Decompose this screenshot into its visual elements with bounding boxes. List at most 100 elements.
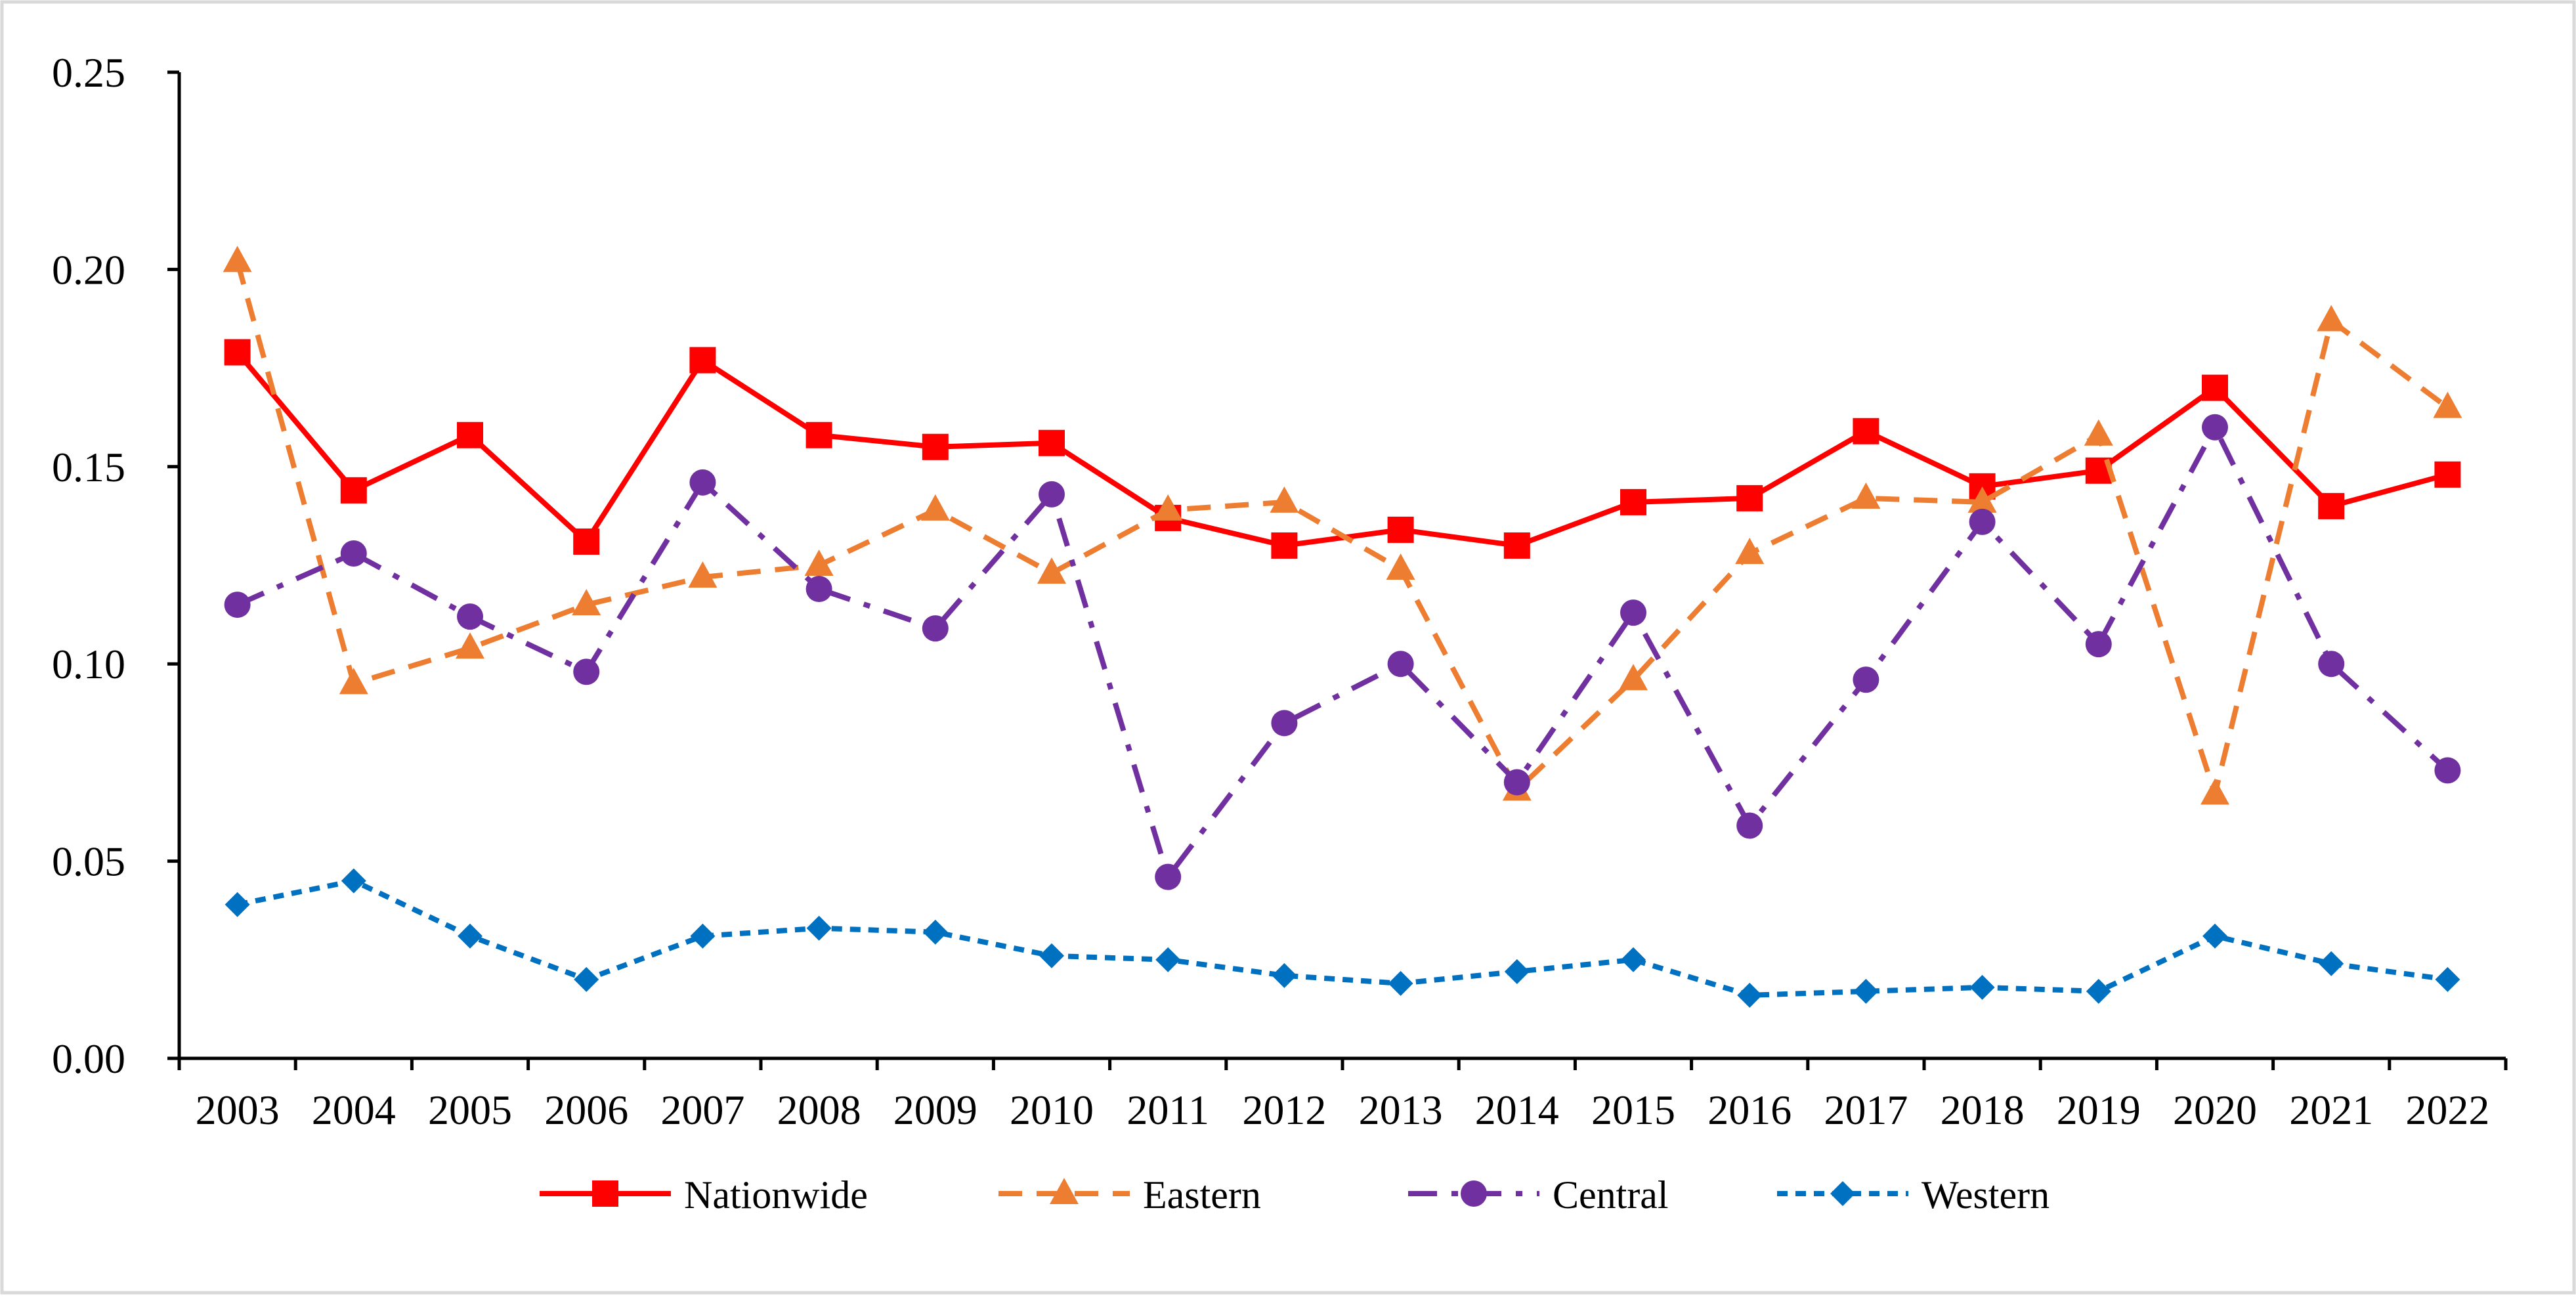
data-point-central (2202, 414, 2228, 441)
data-point-nationwide (1503, 532, 1530, 559)
series-line-eastern (234, 261, 2449, 797)
data-point-nationwide (224, 339, 251, 366)
axes: 0.00 0.05 0.10 0.15 0.20 0.25 2003 2004 2005 2006… (52, 49, 2508, 1133)
legend-marker-nationwide (592, 1180, 618, 1207)
series-group (223, 246, 2462, 1008)
data-point-western (806, 915, 832, 941)
data-point-nationwide (1387, 516, 1414, 543)
data-point-nationwide (1736, 485, 1763, 511)
data-point-eastern (1851, 482, 1881, 509)
x-tick-label: 2018 (1941, 1087, 2025, 1133)
data-point-eastern (804, 550, 834, 576)
data-point-central (2318, 651, 2345, 678)
data-point-central (573, 659, 600, 685)
legend-item-eastern: Eastern (998, 1173, 1261, 1217)
data-point-nationwide (573, 528, 600, 555)
data-point-central (457, 603, 483, 630)
data-point-eastern (2200, 778, 2229, 805)
data-point-eastern (688, 561, 718, 588)
data-point-central (805, 576, 832, 603)
legend-label-eastern: Eastern (1143, 1173, 1261, 1217)
data-point-western (1155, 947, 1181, 972)
data-point-western (341, 868, 366, 894)
data-point-nationwide (922, 433, 949, 460)
data-point-eastern (1037, 557, 1066, 584)
y-tick-label: 0.25 (52, 49, 125, 96)
data-point-central (1271, 710, 1298, 737)
data-point-central (1969, 508, 1996, 535)
data-point-central (2085, 631, 2112, 658)
series-western (225, 868, 2460, 1008)
data-point-eastern (339, 668, 368, 695)
data-point-eastern (1619, 664, 1648, 691)
x-tick-label: 2015 (1591, 1087, 1675, 1133)
x-tick-label: 2011 (1127, 1087, 1209, 1133)
legend-item-central: Central (1408, 1173, 1669, 1217)
legend-label-nationwide: Nationwide (684, 1173, 868, 1217)
data-point-eastern (920, 494, 950, 521)
y-tick-label: 0.10 (52, 641, 125, 687)
data-point-eastern (1270, 486, 1299, 513)
x-tick-label: 2003 (196, 1087, 280, 1133)
x-tick-label: 2004 (312, 1087, 396, 1133)
data-point-nationwide (2434, 461, 2461, 488)
series-eastern (223, 246, 2462, 805)
x-tick-label: 2007 (660, 1087, 744, 1133)
data-point-eastern (1386, 553, 1415, 580)
x-tick-label: 2014 (1475, 1087, 1559, 1133)
legend-label-central: Central (1553, 1173, 1669, 1217)
data-point-central (1155, 863, 1182, 890)
data-point-western (1621, 947, 1646, 972)
data-point-central (1853, 666, 1879, 693)
x-tick-label: 2019 (2057, 1087, 2141, 1133)
data-point-nationwide (1271, 532, 1298, 559)
data-point-western (1039, 943, 1064, 968)
data-point-central (224, 592, 251, 618)
y-tick-label: 0.00 (52, 1035, 125, 1082)
data-point-central (1620, 599, 1646, 626)
data-point-eastern (572, 589, 601, 616)
y-tick-label: 0.15 (52, 444, 125, 490)
x-tick-label: 2020 (2173, 1087, 2257, 1133)
data-point-nationwide (1620, 488, 1646, 515)
data-point-nationwide (1039, 429, 1065, 456)
x-tick-label: 2013 (1359, 1087, 1443, 1133)
data-point-western (2319, 951, 2344, 976)
data-point-western (1504, 959, 1530, 984)
data-point-western (1388, 970, 1413, 996)
series-line-western (236, 878, 2448, 998)
legend-item-western: Western (1777, 1173, 2050, 1217)
x-tick-label: 2008 (777, 1087, 861, 1133)
data-point-nationwide (689, 347, 716, 374)
data-point-central (340, 540, 367, 567)
data-point-eastern (2317, 305, 2346, 332)
data-point-western (458, 923, 483, 949)
legend-marker-western (1830, 1181, 1855, 1206)
data-point-central (1503, 769, 1530, 796)
y-tick-label: 0.20 (52, 246, 125, 293)
data-point-eastern (1967, 486, 1997, 513)
data-point-western (225, 892, 250, 917)
y-tick-label: 0.05 (52, 838, 125, 885)
x-tick-label: 2010 (1010, 1087, 1094, 1133)
legend-marker-central (1461, 1180, 1487, 1207)
data-point-central (922, 615, 949, 642)
legend-marker-eastern (1050, 1178, 1079, 1204)
data-point-eastern (1735, 537, 1765, 564)
data-point-nationwide (457, 422, 483, 448)
data-point-western (690, 923, 716, 949)
data-point-nationwide (2202, 374, 2228, 401)
x-tick-label: 2016 (1707, 1087, 1792, 1133)
data-point-western (574, 966, 599, 992)
x-tick-label: 2021 (2289, 1087, 2373, 1133)
data-point-central (2434, 757, 2461, 784)
data-point-western (2435, 966, 2460, 992)
data-point-eastern (223, 246, 252, 272)
x-tick-label: 2009 (893, 1087, 977, 1133)
legend-label-western: Western (1921, 1173, 2050, 1217)
data-point-eastern (2433, 391, 2462, 418)
x-tick-label: 2006 (544, 1087, 628, 1133)
